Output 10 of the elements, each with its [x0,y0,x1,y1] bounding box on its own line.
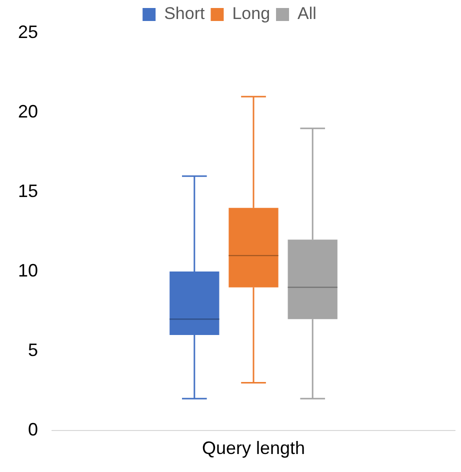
legend-label: All [298,4,316,24]
legend-label: Short [164,4,205,24]
y-tick-label: 20 [18,101,38,122]
y-tick-label: 15 [18,180,38,201]
y-tick-label: 25 [18,22,38,42]
legend-label: Long [232,4,270,24]
y-tick-label: 5 [28,340,38,360]
y-tick-label: 10 [18,260,38,280]
x-tick-label: Query length [202,438,306,458]
y-tick-label: 0 [28,419,38,440]
